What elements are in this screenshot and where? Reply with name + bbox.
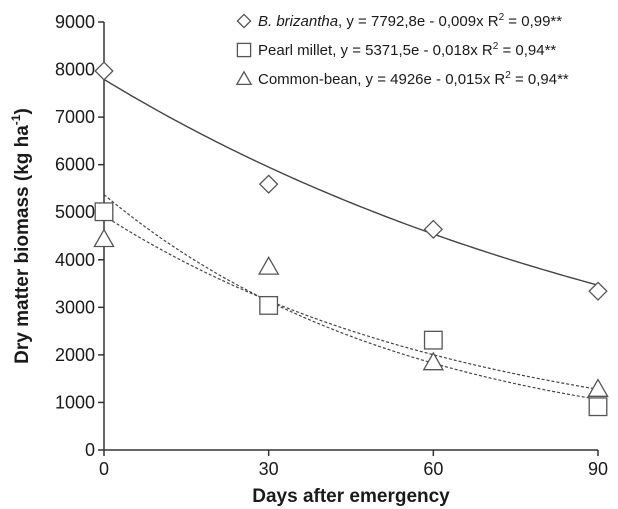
fit-curves [103,78,599,401]
legend-r-squared: = 0,94** [511,71,569,88]
fit-curve-square [103,194,599,401]
data-point-triangle [257,256,280,275]
legend-marker-triangle [235,70,253,86]
legend-entry: Pearl millet, y = 5371,5e - 0,018x R2 = … [258,41,556,59]
legend-marker-square [236,42,252,58]
data-point-square [423,330,443,350]
legend-r-squared-exponent: 2 [493,41,499,52]
x-tick-label: 30 [259,459,279,479]
legend-equation: , y = 4926e - 0,015x R [357,71,505,88]
x-tick-label: 60 [423,459,443,479]
y-tick-label: 8000 [55,60,95,80]
data-point-diamond [423,219,444,240]
legend-entry: B. brizantha, y = 7792,8e - 0,009x R2 = … [258,12,562,30]
legend-series-name: B. brizantha [258,13,338,30]
y-tick-label: 3000 [55,297,95,317]
legend-entry: Common-bean, y = 4926e - 0,015x R2 = 0,9… [258,70,569,88]
legend-series-name: Pearl millet [258,42,333,59]
legend-r-squared-exponent: 2 [499,12,505,23]
fit-curve-diamond [103,78,599,286]
y-axis-title-superscript: -1 [9,114,23,125]
data-point-diamond [94,61,114,81]
y-axis-title: Dry matter biomass (kg ha-1) [9,108,33,364]
legend-marker-diamond [236,13,252,29]
data-point-square [259,295,279,315]
y-tick-label: 6000 [55,155,95,175]
data-point-square [94,202,114,222]
x-axis-title: Days after emergency [252,486,450,507]
legend-equation: , y = 7792,8e - 0,009x R [338,13,499,30]
legend-series-name: Common-bean [258,71,357,88]
y-axis-title-close: ) [12,108,33,114]
legend-r-squared: = 0,99** [504,13,562,30]
x-ticks: 0 30 60 90 [99,450,608,479]
data-point-triangle [422,351,445,371]
data-point-square [588,397,608,417]
y-tick-label: 7000 [55,107,95,127]
plot-area: 0 1000 2000 3000 4000 5000 6000 7000 8000 9000 0 3… [55,12,609,479]
y-tick-label: 5000 [55,202,95,222]
legend-equation: , y = 5371,5e - 0,018x R [332,42,493,59]
data-point-triangle [93,228,115,248]
fit-curve-triangle [103,215,599,390]
data-points [93,61,609,417]
x-tick-label: 0 [99,459,109,479]
y-tick-label: 4000 [55,250,95,270]
y-tick-label: 9000 [55,12,95,32]
y-tick-label: 2000 [55,345,95,365]
x-tick-label: 90 [588,459,608,479]
data-point-diamond [258,174,279,194]
y-tick-label: 0 [85,440,95,460]
data-point-triangle [587,378,609,397]
legend-r-squared-exponent: 2 [505,70,511,81]
y-tick-label: 1000 [55,392,95,412]
legend: B. brizantha, y = 7792,8e - 0,009x R2 = … [235,12,569,88]
legend-r-squared: = 0,94** [498,42,556,59]
data-point-diamond [588,281,608,301]
y-ticks: 0 1000 2000 3000 4000 5000 6000 7000 8000 9000 [55,12,104,460]
y-axis-title-main: Dry matter biomass (kg ha [12,125,33,364]
